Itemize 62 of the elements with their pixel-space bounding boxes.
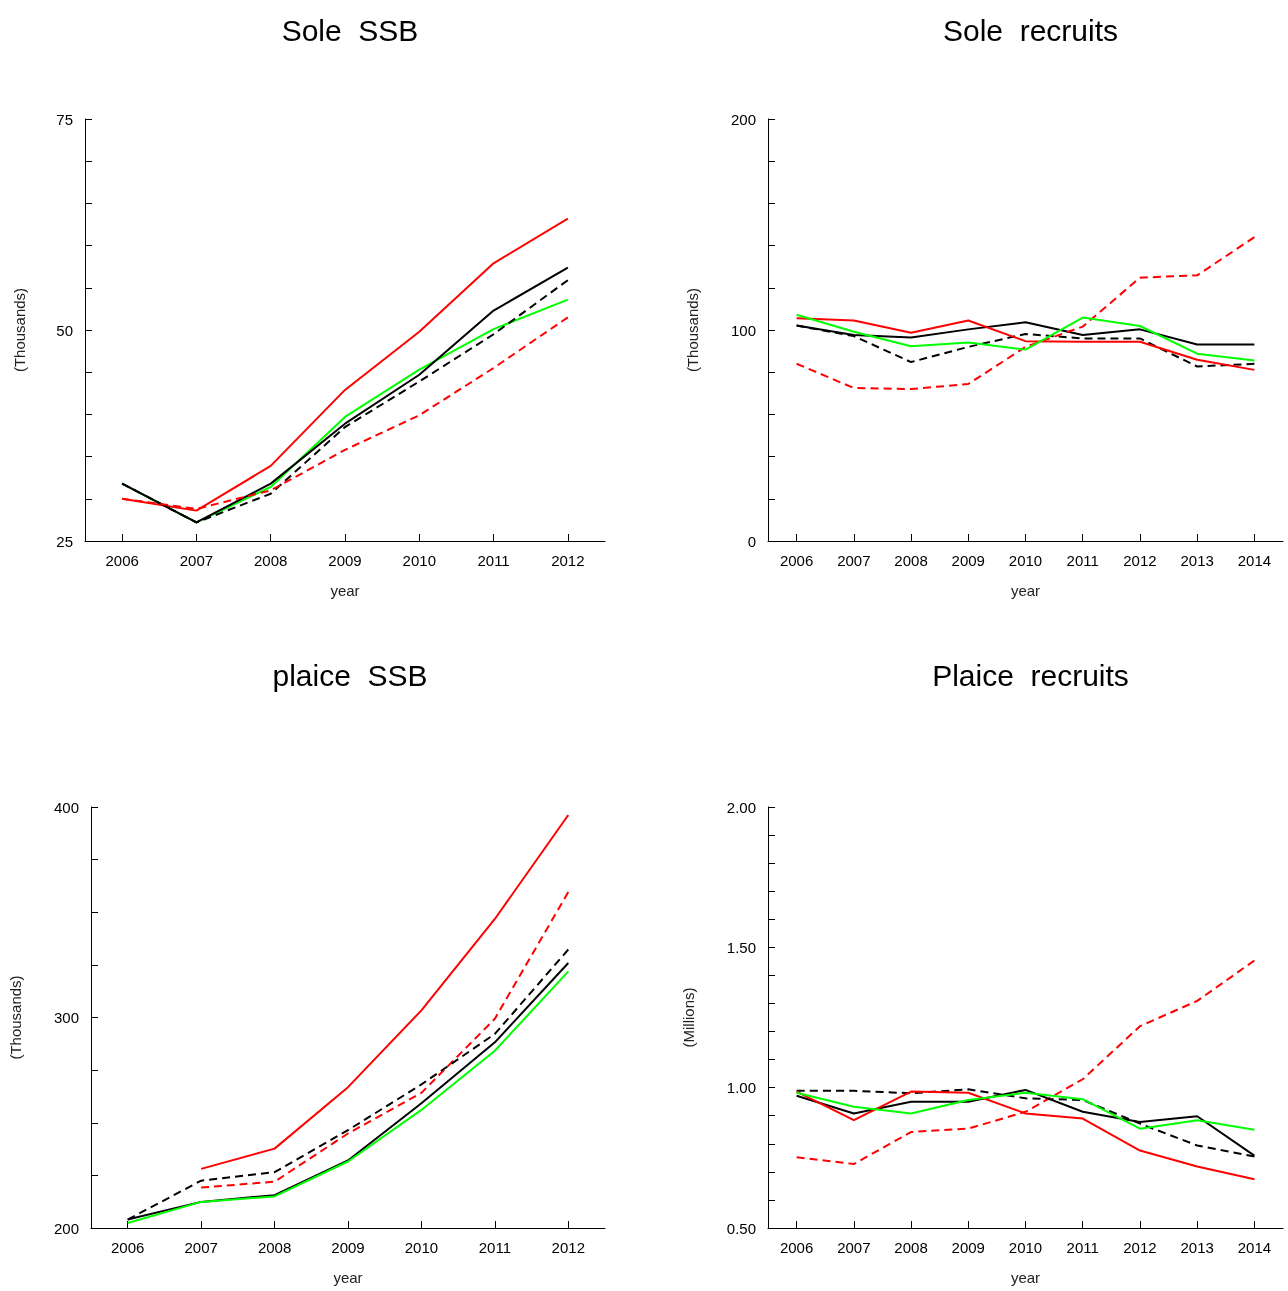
x-tick-label: 2011 [1066,552,1099,569]
line-series [795,313,1256,362]
x-tick-label: 2014 [1237,552,1272,569]
x-axis-title: year [333,1269,363,1286]
x-tick-label: 2006 [111,1239,145,1256]
y-tick-label: 100 [730,321,756,339]
x-tick-label: 2010 [1008,1239,1043,1256]
y-tick-label: 300 [53,1009,79,1026]
x-tick-label: 2009 [331,1239,365,1256]
x-tick-label: 2012 [1123,552,1157,569]
y-tick-label: 200 [53,1219,79,1237]
x-tick-label: 2007 [184,1239,218,1256]
chart-title: Sole recruits [942,13,1119,47]
x-tick-label: 2009 [328,552,362,569]
line-series [795,236,1256,391]
x-tick-label: 2007 [179,552,214,569]
x-tick-label: 2007 [837,552,871,569]
line-series [200,891,570,1189]
chart-title: plaice SSB [272,658,428,692]
y-tick-label: 75 [56,110,73,128]
x-tick-label: 2010 [404,1239,439,1256]
line-series [200,814,570,1170]
x-tick-label: 2008 [894,1239,928,1256]
chart-title: Plaice recruits [932,658,1129,692]
x-tick-label: 2012 [1123,1239,1157,1256]
x-tick-label: 2011 [477,552,510,569]
y-tick-label: 400 [53,798,79,816]
y-tick-label: 25 [56,532,73,550]
x-tick-label: 2013 [1180,1239,1214,1256]
x-tick-label: 2006 [105,552,139,569]
x-axis-title: year [1010,582,1041,599]
y-tick-label: 1.00 [726,1079,756,1097]
y-axis-title: (Millions) [680,987,697,1048]
x-tick-label: 2014 [1237,1239,1272,1256]
line-series [795,1091,1256,1131]
x-tick-label: 2008 [257,1239,292,1256]
x-tick-label: 2008 [894,552,928,569]
x-tick-label: 2008 [254,552,288,569]
x-tick-label: 2009 [951,552,985,569]
x-tick-label: 2011 [1066,1239,1099,1256]
y-tick-label: 0 [747,532,756,550]
y-axis-title: (Thousands) [684,287,701,373]
x-tick-label: 2012 [551,1239,585,1256]
x-tick-label: 2006 [779,1239,814,1256]
x-tick-label: 2010 [402,552,436,569]
x-axis-title: year [330,582,360,599]
x-tick-label: 2012 [551,552,585,569]
y-tick-label: 50 [56,321,73,339]
x-tick-label: 2010 [1008,552,1043,569]
y-axis-title: (Thousands) [11,287,28,373]
x-tick-label: 2007 [837,1239,871,1256]
y-tick-label: 2.00 [726,798,756,816]
x-tick-label: 2011 [478,1239,511,1256]
y-tick-label: 0.50 [726,1219,756,1237]
x-tick-label: 2006 [779,552,814,569]
chart-title: Sole SSB [281,13,419,47]
y-tick-label: 200 [730,110,756,128]
x-tick-label: 2013 [1180,552,1214,569]
x-tick-label: 2009 [951,1239,985,1256]
y-axis-title: (Thousands) [7,975,24,1060]
x-axis-title: year [1010,1269,1041,1286]
y-tick-label: 1.50 [726,938,756,956]
